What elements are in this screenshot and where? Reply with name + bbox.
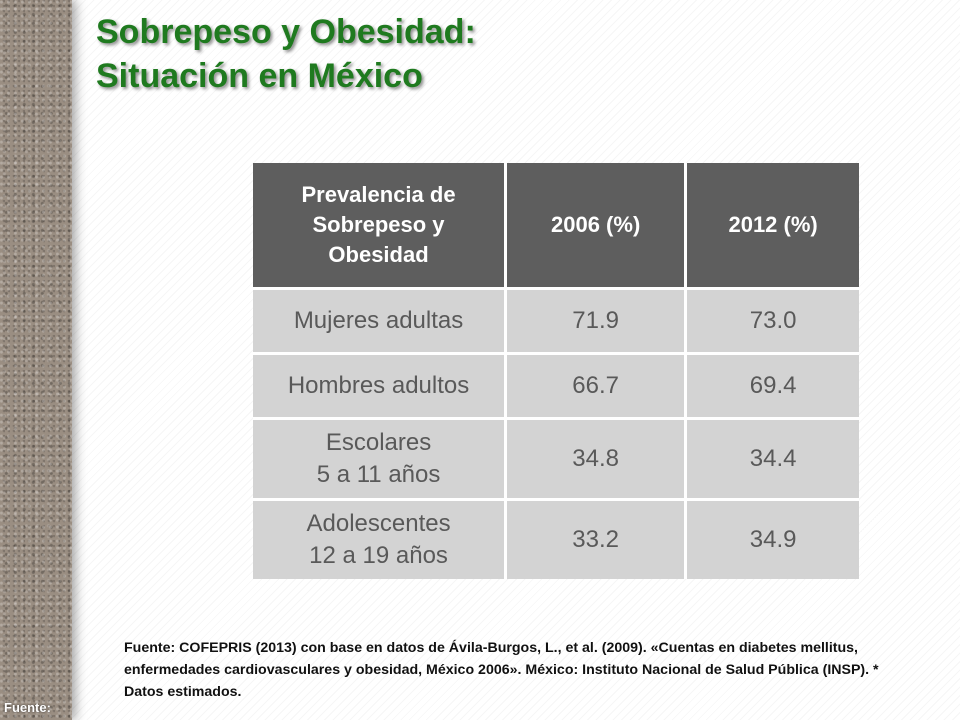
header-line: 2012 (%) (728, 212, 818, 237)
row-label-line: Escolares (325, 429, 432, 456)
left-decorative-strip (0, 0, 72, 720)
value-2006: 33.2 (505, 498, 688, 579)
value-2006: 34.8 (505, 417, 688, 500)
footer-source-label: Fuente: (4, 700, 51, 715)
row-label: Mujeres adultas (253, 287, 508, 354)
header-line: Obesidad (328, 242, 429, 267)
table-header-row: Prevalencia de Sobrepeso y Obesidad 2006… (253, 163, 859, 289)
header-2006: 2006 (%) (505, 163, 688, 289)
title-line-2: Situación en México (96, 57, 423, 95)
table-row: Escolares 5 a 11 años 34.8 34.4 (253, 417, 859, 500)
source-note: Fuente: COFEPRIS (2013) con base en dato… (124, 640, 879, 700)
value-2012: 34.9 (685, 498, 859, 579)
table-row: Hombres adultos 66.7 69.4 (253, 352, 859, 419)
title-line-1: Sobrepeso y Obesidad: (96, 13, 476, 51)
header-line: 2006 (%) (551, 212, 641, 237)
row-label: Hombres adultos (253, 352, 508, 419)
value-2012: 34.4 (685, 417, 859, 500)
row-label-line: 5 a 11 años (316, 461, 441, 488)
row-label-line: Mujeres adultas (293, 307, 464, 334)
row-label: Escolares 5 a 11 años (253, 417, 508, 500)
slide-title: Sobrepeso y Obesidad: Situación en Méxic… (96, 10, 476, 98)
value-2006: 66.7 (505, 352, 688, 419)
row-label-line: Adolescentes (306, 510, 451, 537)
row-label-line: 12 a 19 años (309, 542, 448, 569)
header-prevalence: Prevalencia de Sobrepeso y Obesidad (253, 163, 508, 289)
header-2012: 2012 (%) (685, 163, 859, 289)
value-2012: 73.0 (685, 287, 859, 354)
header-line: Sobrepeso y (312, 212, 445, 237)
table-row: Adolescentes 12 a 19 años 33.2 34.9 (253, 498, 859, 579)
table-row: Mujeres adultas 71.9 73.0 (253, 287, 859, 354)
header-line: Prevalencia de (301, 182, 456, 207)
value-2012: 69.4 (685, 352, 859, 419)
row-label-line: Hombres adultos (287, 372, 470, 399)
row-label: Adolescentes 12 a 19 años (253, 498, 508, 579)
value-2006: 71.9 (505, 287, 688, 354)
prevalence-table: Prevalencia de Sobrepeso y Obesidad 2006… (253, 163, 859, 579)
